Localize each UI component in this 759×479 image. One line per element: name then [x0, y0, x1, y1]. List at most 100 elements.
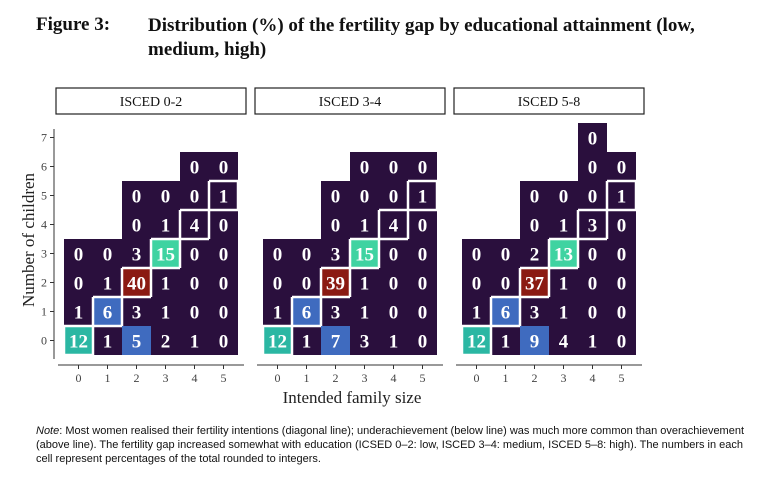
cell-value-label: 0	[389, 245, 399, 266]
heatmap-cell	[350, 326, 379, 355]
heatmap-cell	[549, 297, 578, 326]
heatmap-cell	[321, 181, 350, 210]
y-tick-label: 0	[41, 334, 47, 348]
x-tick-label: 4	[192, 371, 198, 385]
cell-value-label: 0	[190, 245, 200, 266]
cell-value-label: 0	[190, 303, 200, 324]
heatmap-cell	[520, 326, 549, 355]
cell-value-label: 0	[219, 332, 229, 353]
heatmap-cell	[379, 268, 408, 297]
panel-label: ISCED 5-8	[518, 95, 581, 110]
cell-value-label: 1	[389, 332, 399, 353]
cell-value-label: 4	[190, 216, 200, 237]
cell-value-label: 40	[127, 274, 146, 295]
heatmap-cell	[122, 181, 151, 210]
heatmap-cell	[350, 268, 379, 297]
heatmap-cell	[93, 326, 122, 355]
y-axis-title: Number of children	[19, 172, 38, 307]
heatmap-cell	[462, 268, 491, 297]
cell-value-label: 7	[331, 332, 341, 353]
heatmap-cell	[151, 268, 180, 297]
heatmap-cell	[151, 181, 180, 210]
cell-value-label: 5	[132, 332, 142, 353]
cell-value-label: 0	[617, 245, 627, 266]
heatmap-cell	[578, 123, 607, 152]
heatmap-cell	[549, 268, 578, 297]
heatmap-cell	[209, 326, 238, 355]
heatmap-cell	[93, 268, 122, 297]
heatmap-cell	[549, 326, 578, 355]
cell-value-label: 9	[530, 332, 540, 353]
heatmap-cell	[263, 297, 292, 326]
y-tick-label: 2	[41, 276, 47, 290]
heatmap-cell	[93, 297, 122, 326]
heatmap-cell	[321, 239, 350, 268]
cell-value-label: 13	[554, 245, 573, 266]
cell-value-label: 3	[331, 303, 341, 324]
heatmap-cell	[408, 181, 437, 210]
cell-value-label: 1	[161, 274, 171, 295]
heatmap-cell	[122, 268, 151, 297]
cell-value-label: 3	[132, 245, 142, 266]
heatmap-cell	[408, 297, 437, 326]
cell-value-label: 0	[418, 332, 428, 353]
cell-value-label: 0	[617, 274, 627, 295]
cell-value-label: 3	[331, 245, 341, 266]
cell-value-label: 0	[530, 216, 540, 237]
cell-value-label: 0	[302, 274, 312, 295]
heatmap-cell	[578, 181, 607, 210]
x-tick-label: 1	[105, 371, 111, 385]
heatmap-cell	[408, 210, 437, 239]
heatmap-cell	[350, 181, 379, 210]
heatmap-cell	[122, 239, 151, 268]
cell-value-label: 0	[617, 332, 627, 353]
heatmap-cell	[578, 297, 607, 326]
cell-value-label: 15	[355, 245, 374, 266]
heatmap-cell	[209, 181, 238, 210]
figure-title: Distribution (%) of the fertility gap by…	[148, 15, 695, 60]
heatmap-cell	[549, 181, 578, 210]
cell-value-label: 1	[360, 274, 370, 295]
heatmap-cell	[263, 239, 292, 268]
heatmap-cell	[64, 268, 93, 297]
heatmap-cell	[607, 268, 636, 297]
cell-value-label: 0	[530, 187, 540, 208]
x-tick-label: 1	[304, 371, 310, 385]
x-tick-label: 0	[474, 371, 480, 385]
cell-value-label: 3	[360, 332, 370, 353]
heatmap-cell	[180, 326, 209, 355]
cell-value-label: 0	[190, 274, 200, 295]
cell-value-label: 0	[617, 158, 627, 179]
cell-value-label: 12	[268, 332, 287, 353]
cell-value-label: 1	[559, 216, 569, 237]
cell-value-label: 1	[103, 332, 113, 353]
heatmap-cell	[462, 239, 491, 268]
heatmap-cell	[180, 181, 209, 210]
cell-value-label: 0	[588, 158, 598, 179]
cell-value-label: 0	[418, 245, 428, 266]
cell-value-label: 1	[190, 332, 200, 353]
cell-value-label: 1	[273, 303, 283, 324]
cell-value-label: 0	[389, 303, 399, 324]
cell-value-label: 1	[360, 303, 370, 324]
heatmap-cell	[180, 268, 209, 297]
cell-value-label: 6	[103, 303, 113, 324]
heatmap-cell	[180, 239, 209, 268]
x-tick-label: 4	[590, 371, 596, 385]
heatmap-cell	[408, 268, 437, 297]
heatmap-cell	[607, 152, 636, 181]
cell-value-label: 4	[389, 216, 399, 237]
heatmap-cell	[578, 268, 607, 297]
heatmap-cell	[350, 297, 379, 326]
heatmap-cell	[408, 239, 437, 268]
y-tick-label: 7	[41, 131, 47, 145]
heatmap-cell	[263, 268, 292, 297]
cell-value-label: 0	[273, 274, 283, 295]
figure-label: Figure 3:	[36, 14, 111, 35]
cell-value-label: 6	[501, 303, 511, 324]
x-tick-label: 3	[163, 371, 169, 385]
cell-value-label: 0	[132, 187, 142, 208]
heatmap-cell	[321, 268, 350, 297]
cell-value-label: 0	[418, 303, 428, 324]
